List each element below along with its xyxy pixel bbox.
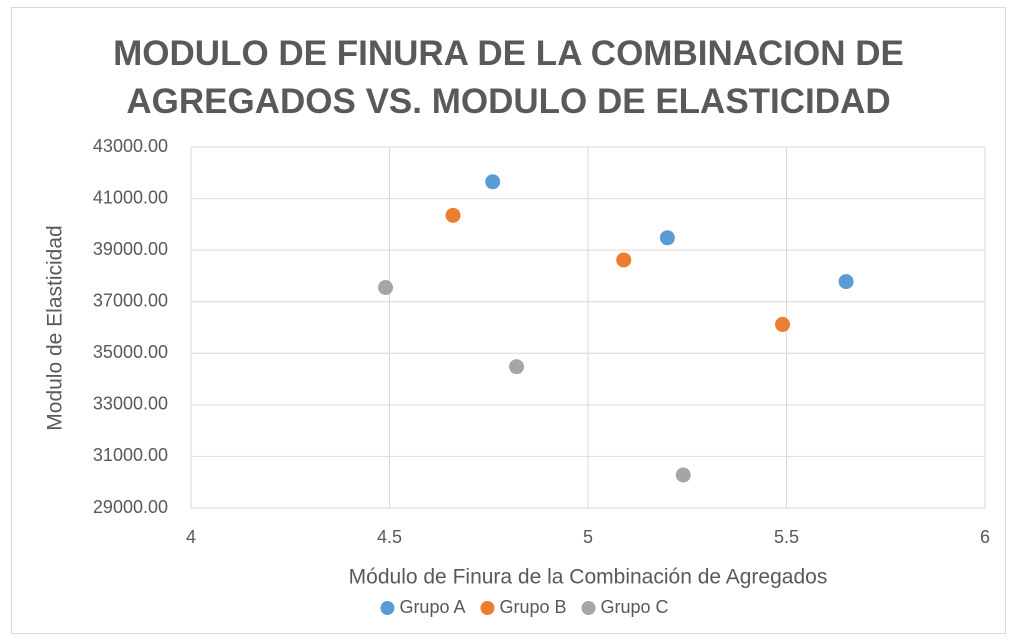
point	[659, 230, 675, 246]
y-tick-label: 29000.00	[93, 497, 168, 517]
point	[445, 207, 461, 223]
point	[775, 316, 791, 332]
chart-title: MODULO DE FINURA DE LA COMBINACION DE AG…	[113, 34, 904, 121]
y-tick-label: 41000.00	[93, 187, 168, 207]
x-tick-label: 5	[583, 527, 593, 547]
y-tick-label: 31000.00	[93, 445, 168, 465]
x-tick-label: 4	[186, 527, 196, 547]
point	[485, 174, 501, 190]
y-axis-title: Modulo de Elasticidad	[44, 225, 67, 430]
legend-marker	[480, 601, 495, 615]
point	[838, 274, 854, 290]
point	[378, 280, 394, 296]
legend-label: Grupo C	[601, 597, 669, 617]
y-tick-label: 39000.00	[93, 239, 168, 259]
point	[616, 252, 632, 268]
y-tick-label: 43000.00	[93, 136, 168, 156]
legend-marker	[380, 601, 395, 615]
chart-border	[11, 7, 1006, 634]
legend-marker	[581, 601, 596, 615]
x-tick-label: 6	[980, 527, 990, 547]
x-axis-title: Módulo de Finura de la Combinación de Ag…	[349, 566, 828, 589]
x-tick-label: 4.5	[377, 527, 402, 547]
y-tick-label: 35000.00	[93, 342, 168, 362]
legend-label: Grupo B	[499, 597, 566, 617]
legend-label: Grupo A	[399, 597, 465, 617]
y-tick-label: 37000.00	[93, 290, 168, 310]
x-tick-label: 5.5	[774, 527, 799, 547]
point	[509, 359, 525, 375]
point	[675, 467, 691, 483]
y-tick-label: 33000.00	[93, 394, 168, 414]
